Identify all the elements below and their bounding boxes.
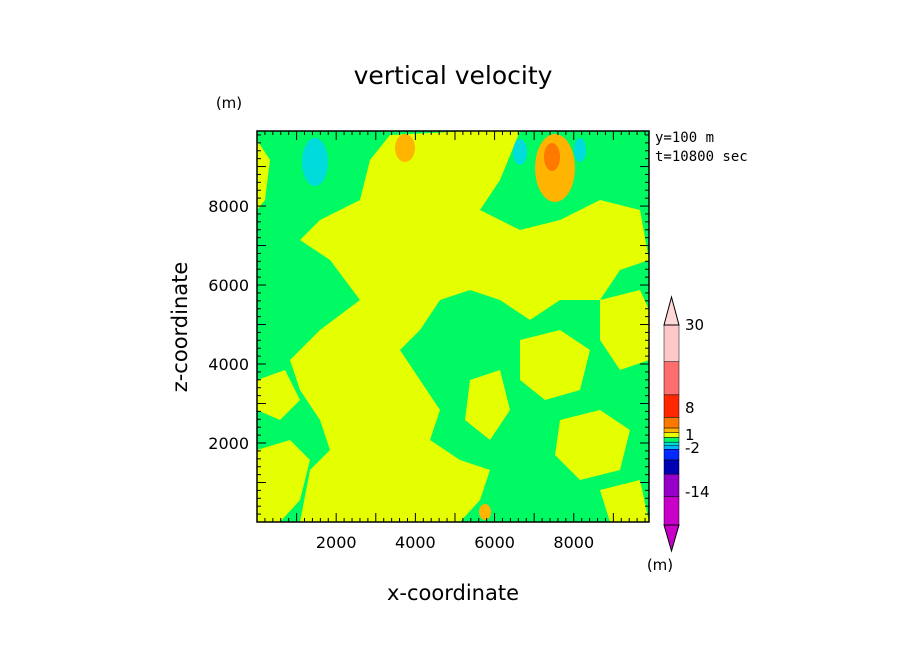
velocity-field bbox=[257, 131, 649, 522]
colorbar-label: -2 bbox=[685, 439, 700, 457]
colorbar-extend-high bbox=[663, 295, 680, 326]
region-positive-small bbox=[330, 470, 380, 522]
colorbar-level bbox=[663, 427, 680, 433]
region-positive-small bbox=[257, 440, 310, 522]
region-negative-mid bbox=[302, 138, 328, 186]
x-tick-label: 2000 bbox=[316, 533, 357, 552]
y-tick-label: 6000 bbox=[208, 276, 249, 295]
region-positive-small bbox=[600, 480, 649, 522]
chart-title: vertical velocity bbox=[354, 61, 553, 90]
colorbar-level bbox=[663, 459, 680, 475]
colorbar-level bbox=[663, 417, 680, 429]
y-axis-unit: (m) bbox=[216, 94, 242, 112]
y-tick-label: 4000 bbox=[208, 355, 249, 374]
y-axis-label: z-coordinate bbox=[168, 262, 192, 393]
colorbar-level bbox=[663, 449, 680, 461]
colorbar-label: -14 bbox=[685, 483, 710, 501]
y-tick-label: 2000 bbox=[208, 434, 249, 453]
annotation-t: t=10800 sec bbox=[655, 149, 748, 165]
colorbar-level bbox=[663, 394, 680, 418]
colorbar: 30 8 1-2 -14 bbox=[663, 295, 710, 553]
region-negative-mid bbox=[574, 138, 586, 162]
region-positive-small bbox=[257, 370, 300, 420]
colorbar-level bbox=[663, 473, 680, 497]
colorbar-label: 1 bbox=[685, 426, 695, 444]
colorbar-unit: (m) bbox=[647, 556, 673, 574]
colorbar-level bbox=[663, 324, 680, 362]
colorbar-level bbox=[663, 445, 680, 450]
region-positive-small bbox=[520, 330, 590, 400]
y-tick-label: 8000 bbox=[208, 197, 249, 216]
region-positive-small bbox=[465, 370, 510, 440]
x-tick-label: 4000 bbox=[395, 533, 436, 552]
region-positive-mid bbox=[479, 504, 491, 520]
region-positive-mid bbox=[395, 134, 415, 162]
axis-ticks: 2000 4000 6000 8000 2000 4000 6000 8000 bbox=[208, 131, 649, 552]
region-positive-high bbox=[544, 143, 560, 171]
colorbar-label: 8 bbox=[685, 399, 695, 417]
annotation-y: y=100 m bbox=[655, 130, 714, 146]
region-positive-small bbox=[360, 390, 410, 470]
x-tick-label: 6000 bbox=[474, 533, 515, 552]
colorbar-extend-low bbox=[663, 524, 680, 553]
colorbar-level bbox=[663, 437, 680, 443]
plot-frame bbox=[256, 130, 650, 523]
colorbar-label: 30 bbox=[685, 316, 704, 334]
x-tick-label: 8000 bbox=[553, 533, 594, 552]
region-positive-small bbox=[555, 410, 630, 480]
region-negative-mid bbox=[513, 139, 527, 165]
region-positive-small bbox=[257, 140, 270, 210]
colorbar-level bbox=[663, 496, 680, 526]
x-axis-label: x-coordinate bbox=[387, 581, 519, 605]
colorbar-level bbox=[663, 432, 680, 438]
plot-area: 2000 4000 6000 8000 2000 4000 6000 8000 bbox=[208, 130, 650, 552]
region-positive-small bbox=[600, 290, 649, 370]
colorbar-level bbox=[663, 361, 680, 396]
colorbar-level bbox=[663, 441, 680, 446]
